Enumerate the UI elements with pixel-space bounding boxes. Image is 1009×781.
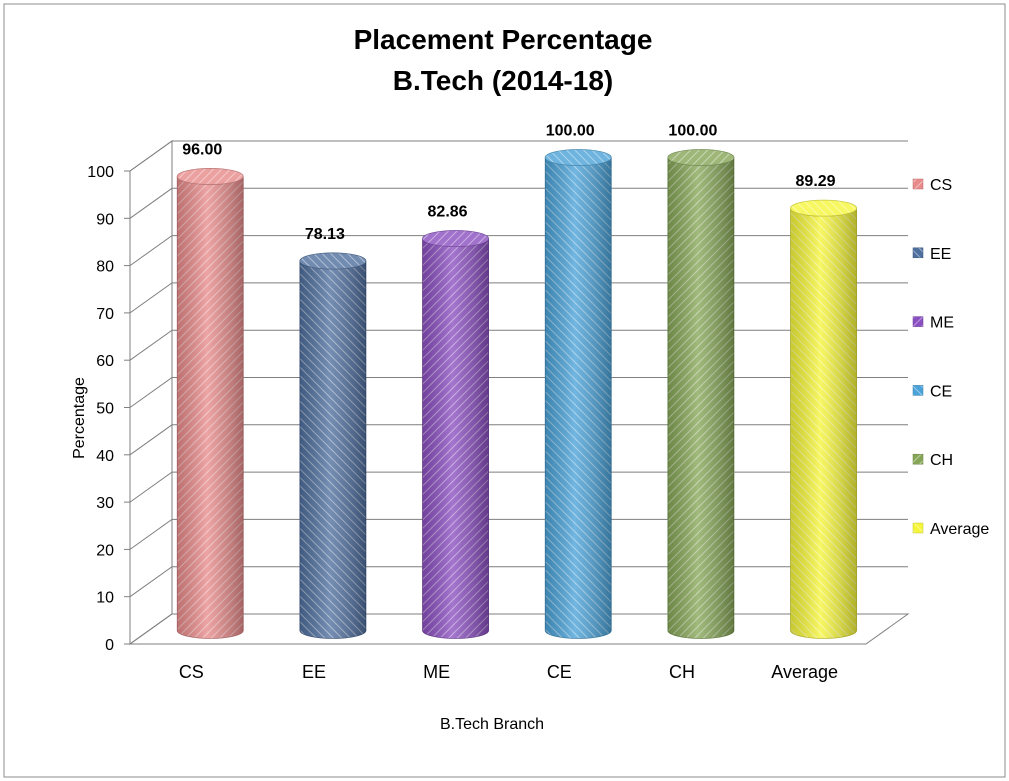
bar-average-shading (790, 208, 857, 639)
y-tick-label: 100 (87, 164, 114, 181)
y-tick-label: 10 (96, 590, 114, 607)
gridline (129, 471, 908, 503)
bar-cs-top (176, 168, 244, 185)
legend-label-ch: CH (930, 452, 953, 469)
y-tick-label: 50 (96, 401, 114, 418)
bar-ee-shading (299, 260, 366, 639)
bar-ch-top-highlight (667, 149, 734, 166)
bar-ch (667, 149, 735, 639)
gridline (129, 518, 908, 550)
x-tick-label-ce: CE (547, 662, 572, 682)
bar-average-top (790, 199, 857, 217)
legend-swatch-average (912, 522, 924, 534)
legend-item-cs: CS (912, 177, 952, 194)
bar-ee-top-highlight (299, 252, 366, 269)
gridline (129, 329, 908, 361)
bar-ce (544, 149, 612, 639)
y-axis-title: Percentage (71, 377, 88, 459)
x-tick-label-cs: CS (179, 662, 204, 682)
legend-label-ee: EE (930, 246, 951, 263)
legend: CS EE ME CE CH Average (912, 177, 989, 538)
plot-area: 0 10 20 30 40 50 60 70 80 90 100 96.00 CS 78.13 EE 82.8… (87, 123, 910, 682)
y-tick-label: 60 (96, 353, 114, 370)
legend-label-cs: CS (930, 177, 952, 194)
legend-item-ee: EE (912, 246, 951, 263)
y-tick-label: 40 (96, 448, 114, 465)
x-tick-label-ee: EE (302, 662, 326, 682)
y-tick-label: 90 (96, 211, 114, 228)
legend-swatch-ce (912, 385, 924, 396)
bar-ee (299, 252, 367, 639)
data-label-ce: 100.00 (546, 123, 595, 140)
bar-cs-shading (177, 176, 244, 639)
gridline (129, 235, 908, 267)
gridline (129, 377, 908, 408)
x-tick-label-ch: CH (669, 662, 695, 682)
gridline (129, 613, 908, 645)
bar-ch-shading (667, 157, 734, 639)
y-tick-label: 70 (96, 306, 114, 323)
y-tick-label: 80 (96, 259, 114, 276)
legend-item-me: ME (912, 315, 954, 332)
gridline (129, 566, 908, 598)
legend-label-ce: CE (930, 383, 952, 400)
data-label-ee: 78.13 (305, 226, 345, 243)
y-tick-label: 30 (96, 495, 114, 512)
chart-title-line-2: B.Tech (2014-18) (393, 65, 613, 96)
legend-item-ce: CE (912, 383, 952, 400)
bar-ce-top (544, 149, 612, 166)
legend-label-me: ME (930, 315, 954, 332)
legend-label-average: Average (930, 521, 989, 538)
bar-average (790, 199, 857, 639)
chart-title-line-1: Placement Percentage (354, 24, 653, 55)
legend-swatch-cs (912, 178, 924, 190)
bar-ce-top-highlight (545, 149, 612, 166)
x-tick-label-me: ME (423, 662, 450, 682)
data-label-ch: 100.00 (668, 123, 717, 140)
data-label-cs: 96.00 (182, 141, 222, 158)
bar-ce-shading (545, 157, 612, 639)
bar-cs (176, 168, 244, 639)
data-label-average: 89.29 (796, 173, 836, 190)
legend-item-ch: CH (912, 452, 953, 469)
bar-me-top-highlight (422, 230, 489, 247)
bar-me (422, 230, 489, 639)
y-tick-label: 20 (96, 542, 114, 559)
bar-ch-top (667, 149, 735, 166)
bar-ee-top (299, 252, 367, 270)
data-label-me: 82.86 (428, 204, 468, 221)
gridline (129, 187, 908, 219)
x-axis-title: B.Tech Branch (440, 716, 544, 733)
bar-me-top (422, 230, 489, 247)
legend-swatch-ee (912, 247, 924, 259)
legend-item-average: Average (912, 521, 989, 538)
legend-swatch-ch (912, 453, 924, 465)
x-tick-label-average: Average (771, 662, 838, 682)
gridline (129, 140, 908, 172)
bar-average-top-highlight (790, 200, 857, 217)
legend-swatch-me (912, 316, 924, 327)
gridline (129, 282, 908, 314)
bar-cs-top-highlight (177, 168, 244, 185)
bar-me-shading (422, 238, 489, 639)
gridline (129, 424, 908, 456)
y-tick-label: 0 (105, 637, 114, 654)
